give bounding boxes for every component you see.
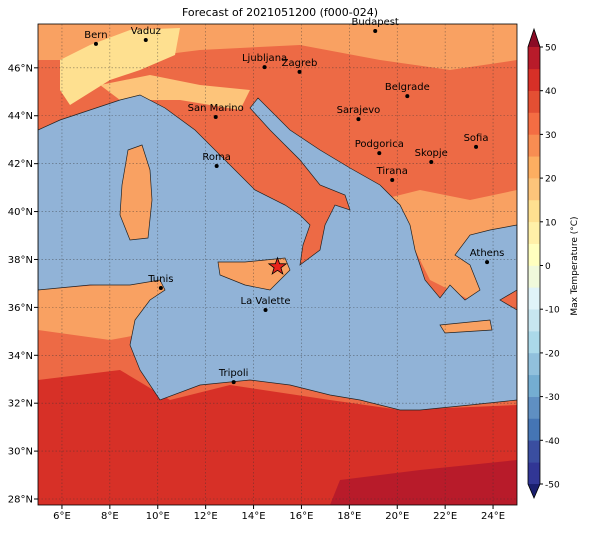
x-tick-label: 14°E: [242, 511, 266, 522]
city-dot: [485, 260, 490, 265]
colorbar-swatch: [528, 396, 540, 419]
colorbar-tick-label: -50: [545, 481, 560, 491]
colorbar-swatch: [528, 265, 540, 288]
y-tick-label: 40°N: [8, 207, 33, 218]
colorbar-swatch: [528, 178, 540, 201]
y-tick-label: 46°N: [8, 63, 33, 74]
city-dot: [231, 380, 236, 385]
x-tick-label: 6°E: [53, 511, 71, 522]
city-label: Ljubljana: [242, 53, 287, 64]
city-label: Skopje: [415, 148, 448, 159]
city-label: Zagreb: [282, 58, 318, 69]
y-tick-label: 38°N: [8, 255, 33, 266]
map-frame: [37, 23, 518, 506]
x-tick-label: 18°E: [337, 511, 361, 522]
city-label: Tunis: [147, 274, 173, 285]
x-tick-label: 8°E: [101, 511, 119, 522]
colorbar-tick-label: -40: [545, 437, 560, 447]
map-field: [38, 24, 517, 505]
colorbar-swatch: [528, 374, 540, 397]
y-tick-label: 36°N: [8, 303, 33, 314]
star-marker: [267, 256, 288, 275]
colorbar-tick-label: 0: [545, 262, 551, 272]
city-label: Budapest: [352, 17, 399, 28]
y-tick-label: 42°N: [8, 159, 33, 170]
city-label: La Valette: [241, 296, 291, 307]
city-dot: [158, 285, 163, 290]
colorbar-swatch: [528, 199, 540, 223]
colorbar-tick-label: 20: [545, 175, 557, 185]
colorbar-swatch: [528, 352, 540, 376]
city-dot: [262, 65, 267, 70]
y-tick-label: 28°N: [8, 495, 33, 506]
city-label: Sofia: [464, 133, 489, 144]
colorbar-swatch: [528, 418, 540, 441]
colorbar-swatch: [528, 287, 540, 310]
city-label: Tripoli: [218, 368, 249, 379]
city-dot: [263, 308, 268, 313]
colorbar-swatch: [528, 47, 540, 70]
city-dot: [297, 69, 302, 74]
title: Forecast of 2021051200 (f000-024): [182, 6, 378, 19]
colorbar-swatch: [528, 134, 540, 157]
city-label: Belgrade: [385, 82, 430, 93]
colorbar-tick-label: 40: [545, 87, 557, 97]
colorbar-tick-label: 50: [545, 44, 557, 54]
city-dot: [356, 117, 361, 122]
colorbar-swatch: [528, 440, 540, 463]
colorbar-under: [528, 484, 540, 498]
city-dot: [377, 151, 382, 156]
colorbar-swatch: [528, 68, 540, 91]
colorbar-swatch: [528, 243, 540, 266]
city-dot: [214, 164, 219, 169]
city-dot: [143, 38, 148, 43]
y-tick-label: 44°N: [8, 111, 33, 122]
city-dot: [213, 114, 218, 119]
colorbar-tick-label: -10: [545, 306, 560, 316]
colorbar-label: Max Temperature (°C): [570, 216, 580, 315]
colorbar-swatch: [528, 331, 540, 354]
colorbar-swatch: [528, 462, 540, 485]
y-tick-label: 32°N: [8, 399, 33, 410]
city-label: Tirana: [376, 166, 408, 177]
city-dot: [474, 144, 479, 149]
city-label: Bern: [84, 30, 107, 41]
city-dot: [373, 28, 378, 33]
x-tick-label: 12°E: [194, 511, 218, 522]
city-dot: [93, 41, 98, 46]
y-tick-label: 30°N: [8, 447, 33, 458]
city-label: San Marino: [188, 103, 244, 114]
x-tick-label: 20°E: [385, 511, 409, 522]
colorbar-swatch: [528, 156, 540, 179]
colorbar-tick-label: -30: [545, 393, 560, 403]
city-label: Sarajevo: [337, 105, 381, 116]
colorbar-tick-label: -20: [545, 349, 560, 359]
city-dot: [429, 159, 434, 164]
x-tick-label: 22°E: [433, 511, 457, 522]
colorbar-swatch: [528, 90, 540, 113]
city-label: Vaduz: [131, 26, 161, 37]
colorbar-tick-label: 10: [545, 218, 557, 228]
city-dot: [405, 94, 410, 99]
city-label: Athens: [470, 248, 505, 259]
x-tick-label: 24°E: [481, 511, 505, 522]
x-tick-label: 10°E: [146, 511, 170, 522]
city-label: Roma: [202, 152, 231, 163]
colorbar-over: [528, 29, 540, 47]
city-label: Podgorica: [355, 139, 404, 150]
y-tick-label: 34°N: [8, 351, 33, 362]
colorbar-swatch: [528, 112, 540, 135]
colorbar-swatch: [528, 309, 540, 332]
colorbar-swatch: [528, 221, 540, 244]
colorbar-tick-label: 30: [545, 131, 557, 141]
city-dot: [390, 177, 395, 182]
x-tick-label: 16°E: [289, 511, 313, 522]
